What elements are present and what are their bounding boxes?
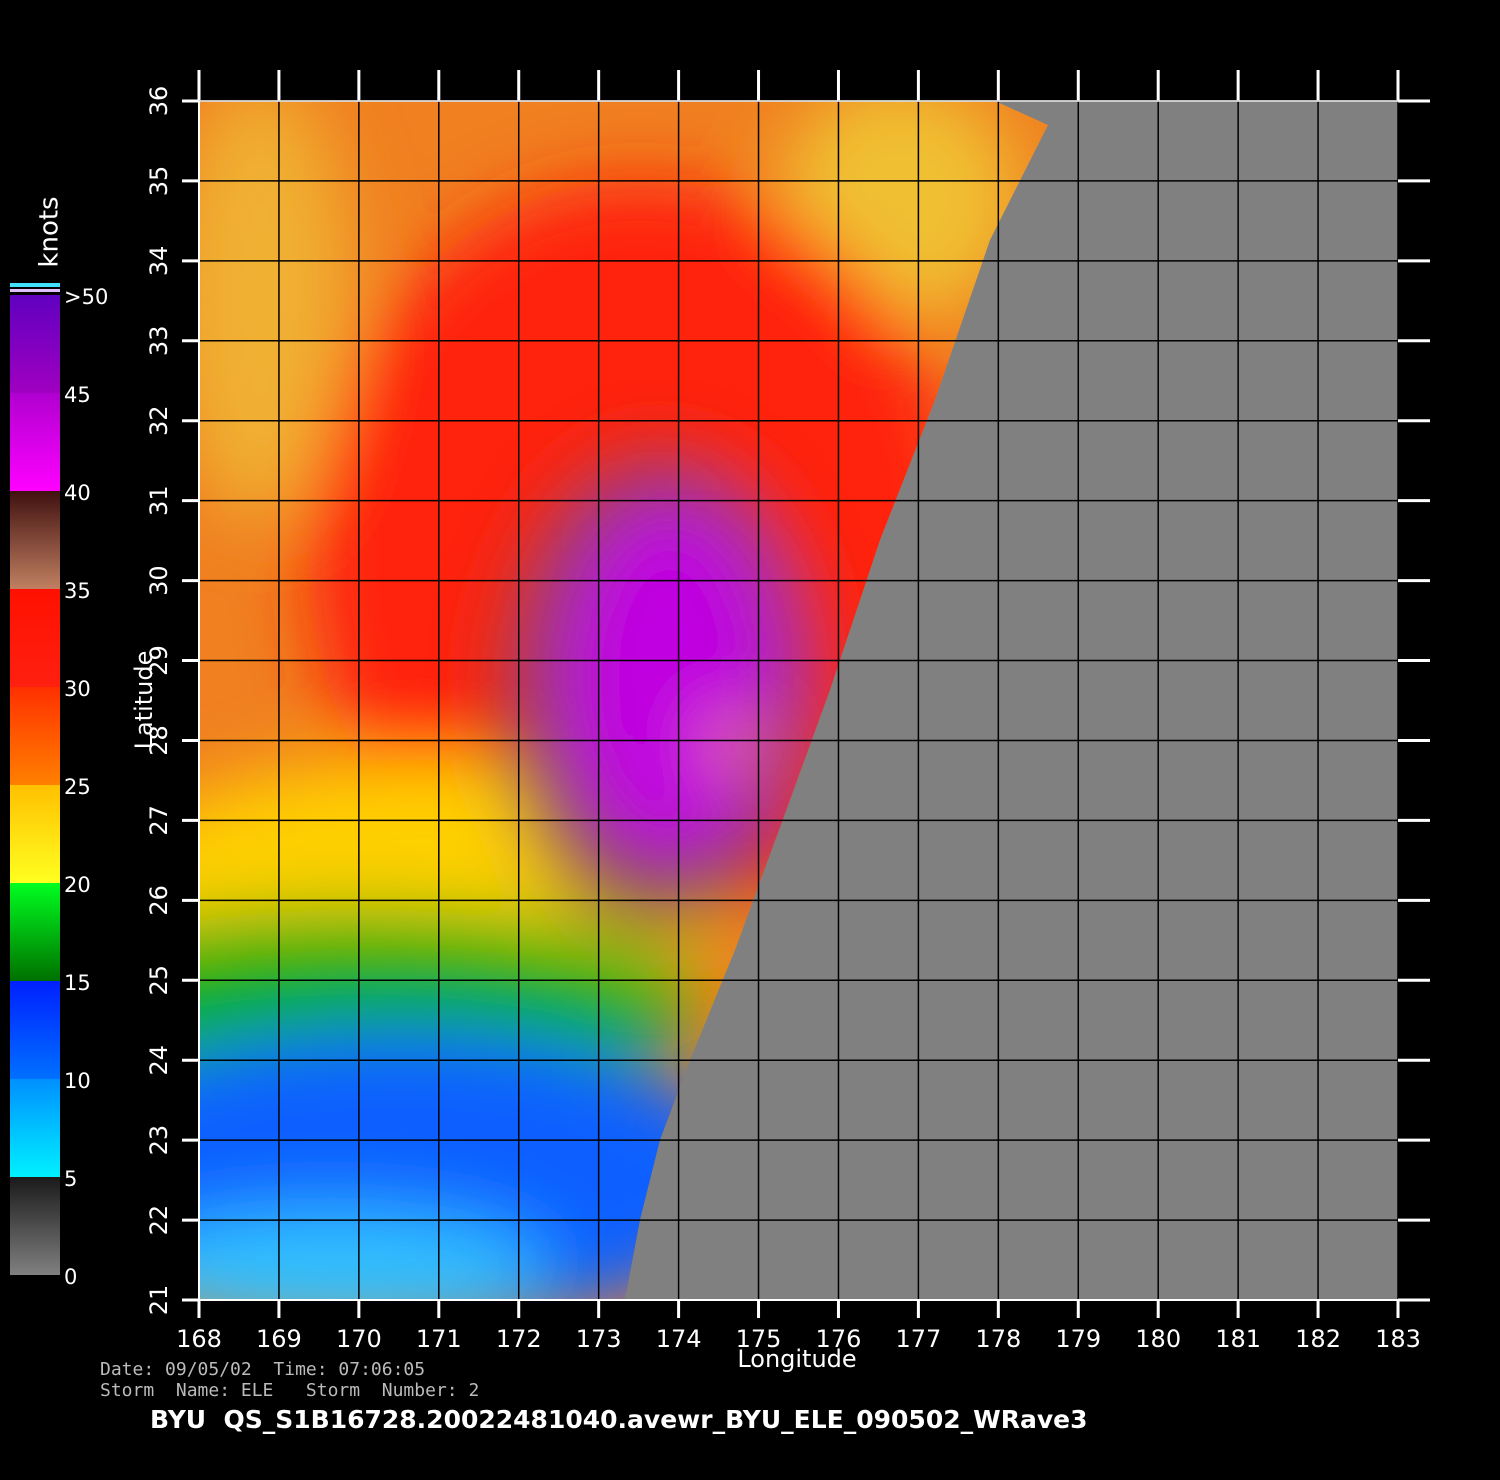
y-tick-label: 31 <box>145 485 173 516</box>
x-tick-label: 174 <box>656 1325 702 1353</box>
colorbar-cap <box>10 289 60 292</box>
x-tick-label: 177 <box>895 1325 941 1353</box>
x-tick-label: 170 <box>336 1325 382 1353</box>
colorbar-tick-label: 25 <box>64 775 91 799</box>
y-tick-label: 27 <box>145 805 173 836</box>
y-tick-label: 29 <box>145 645 173 676</box>
colorbar-tick-label: 40 <box>64 481 91 505</box>
x-tick-label: 171 <box>416 1325 462 1353</box>
y-tick-label: 24 <box>145 1045 173 1076</box>
y-tick-label: 32 <box>145 405 173 436</box>
y-tick-label: 23 <box>145 1125 173 1156</box>
colorbar-tick-label: >50 <box>64 285 108 309</box>
y-tick-label: 26 <box>145 885 173 916</box>
y-tick-label: 21 <box>145 1285 173 1316</box>
y-tick-label: 22 <box>145 1205 173 1236</box>
y-axis-label: Latitude <box>130 651 158 750</box>
y-tick-label: 34 <box>145 246 173 277</box>
colorbar-tick-label: 5 <box>64 1167 77 1191</box>
axes <box>182 70 1430 1318</box>
y-tick-label: 28 <box>145 725 173 756</box>
y-tick-label: 36 <box>145 86 173 117</box>
y-tick-label: 33 <box>145 326 173 357</box>
y-tick-label: 35 <box>145 166 173 197</box>
colorbar-tick-label: 45 <box>64 383 91 407</box>
footer-date: Date: 09/05/02 Time: 07:06:05 <box>100 1359 425 1380</box>
colorbar <box>10 295 60 1275</box>
x-tick-label: 176 <box>816 1325 862 1353</box>
x-tick-label: 180 <box>1135 1325 1181 1353</box>
colorbar-tick-label: 10 <box>64 1069 91 1093</box>
x-tick-label: 168 <box>176 1325 222 1353</box>
x-tick-label: 169 <box>256 1325 302 1353</box>
x-tick-label: 173 <box>576 1325 622 1353</box>
colorbar-tick-label: 30 <box>64 677 91 701</box>
colorbar-tick-label: 0 <box>64 1265 77 1289</box>
y-tick-label: 30 <box>145 565 173 596</box>
colorbar-label: knots <box>35 196 65 267</box>
x-tick-label: 178 <box>975 1325 1021 1353</box>
y-tick-label: 25 <box>145 965 173 996</box>
footer-storm: Storm Name: ELE Storm Number: 2 <box>100 1380 479 1401</box>
x-tick-label: 172 <box>496 1325 542 1353</box>
x-tick-label: 179 <box>1055 1325 1101 1353</box>
x-tick-label: 181 <box>1215 1325 1261 1353</box>
colorbar-cap <box>10 283 60 287</box>
footer-title: BYU QS_S1B16728.20022481040.avewr_BYU_EL… <box>150 1405 1087 1434</box>
x-tick-label: 182 <box>1295 1325 1341 1353</box>
colorbar-tick-label: 35 <box>64 579 91 603</box>
x-axis-label: Longitude <box>737 1345 856 1373</box>
colorbar-tick-label: 15 <box>64 971 91 995</box>
x-tick-label: 183 <box>1375 1325 1421 1353</box>
x-tick-label: 175 <box>736 1325 782 1353</box>
colorbar-tick-label: 20 <box>64 873 91 897</box>
